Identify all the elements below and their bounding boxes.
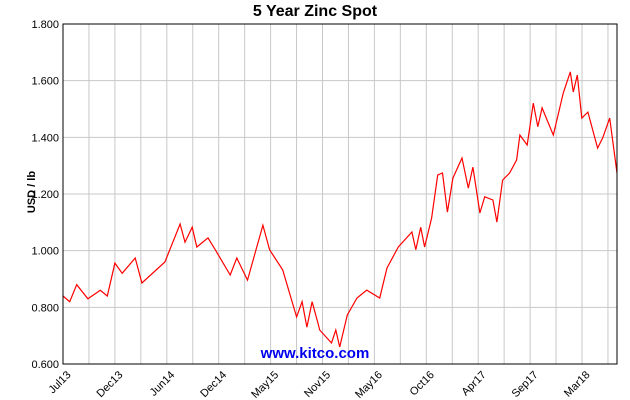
y-tick-label: 1.000 [31,246,59,258]
x-tick-label: Jun14 [148,369,178,399]
x-tick-label: Sep17 [510,369,541,400]
plot-frame [62,23,618,365]
y-tick-label: 0.800 [31,302,59,314]
y-tick-label: 1.600 [31,76,59,88]
x-ticks: Jul13 Dec13 Jun14 Dec14 May15 Nov15 May16 Oct16… [46,369,592,400]
y-tick-label: 1.800 [31,19,59,31]
y-tick-label: 1.200 [31,189,59,201]
grid [63,23,617,365]
x-tick-label: Apr17 [460,369,489,398]
x-tick-label: May16 [353,369,385,400]
watermark: www.kitco.com [260,345,370,362]
x-tick-label: Dec14 [198,369,229,400]
y-ticks: 0.600 0.800 1.000 1.200 1.400 1.600 1.800 [31,19,59,371]
x-tick-label: Dec13 [94,369,125,400]
x-tick-label: Nov15 [302,369,333,400]
y-tick-label: 1.400 [31,132,59,144]
x-tick-label: Jul13 [46,369,73,396]
series-line [62,71,618,348]
x-tick-label: May15 [249,369,281,400]
x-tick-label: Mar18 [562,369,593,400]
chart-title: 5 Year Zinc Spot [252,3,378,20]
y-tick-label: 0.600 [31,359,59,371]
x-tick-label: Oct16 [408,369,437,398]
